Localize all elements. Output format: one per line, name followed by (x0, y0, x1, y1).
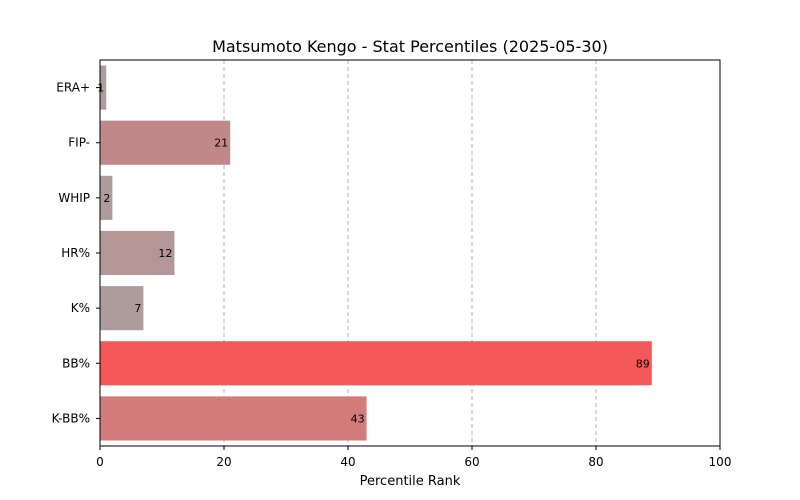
chart-title: Matsumoto Kengo - Stat Percentiles (2025… (212, 37, 608, 56)
bar-value-label: 89 (636, 357, 650, 370)
y-tick-label: HR% (61, 246, 90, 260)
plot-frame (99, 59, 721, 447)
bar-k- (100, 286, 144, 331)
y-tick-label: FIP- (68, 136, 90, 150)
bar-era- (100, 65, 107, 110)
bar-bb- (100, 341, 652, 386)
bar-value-label: 43 (351, 412, 365, 425)
grid-lines (223, 60, 597, 446)
x-tick-label: 80 (588, 455, 603, 469)
bar-hr- (100, 230, 175, 276)
y-tick-label: K-BB% (52, 411, 90, 425)
x-tick-label: 0 (96, 455, 104, 469)
x-tick-label: 40 (340, 455, 355, 469)
x-axis: 0 20 40 60 80 100 (96, 446, 731, 469)
x-tick-label: 20 (216, 455, 231, 469)
y-axis: ERA+ FIP- WHIP HR% K% BB% K-BB% (52, 81, 100, 425)
y-tick-label: WHIP (58, 191, 90, 205)
bar-fip- (100, 120, 231, 165)
bar-value-label: 1 (97, 82, 104, 95)
bar-whip (100, 175, 113, 220)
bar-value-label: 12 (158, 247, 172, 260)
bar-value-label: 2 (103, 192, 110, 205)
x-axis-label: Percentile Rank (360, 474, 461, 489)
bar-k-bb- (100, 396, 367, 441)
x-tick-label: 60 (464, 455, 479, 469)
y-tick-label: K% (71, 301, 90, 315)
y-tick-label: ERA+ (56, 81, 90, 95)
x-tick-label: 100 (709, 455, 732, 469)
bar-value-label: 21 (214, 137, 228, 150)
bar-value-label: 7 (134, 302, 141, 315)
y-tick-label: BB% (62, 356, 90, 370)
